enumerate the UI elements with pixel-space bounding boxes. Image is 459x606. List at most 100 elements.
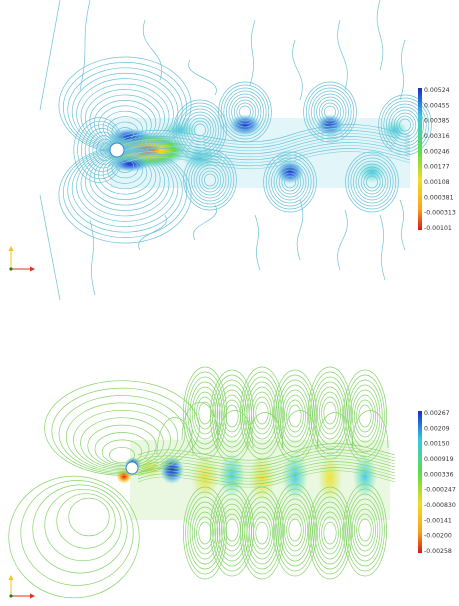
contour-ring: [353, 160, 391, 204]
contour-ring: [303, 81, 357, 143]
axes-triad-top: [8, 246, 35, 272]
contour-ring: [44, 380, 200, 476]
contour-ring: [363, 172, 381, 192]
contour-ring: [358, 166, 386, 198]
contour-ring: [305, 84, 355, 140]
contour-line: [249, 19, 256, 86]
contour-ring: [319, 511, 341, 555]
contour-line: [316, 412, 354, 451]
contour-ring: [87, 424, 157, 468]
contour-ring: [218, 389, 246, 443]
contour-ring: [225, 404, 239, 428]
contour-ring: [226, 90, 264, 134]
contour-ring: [32, 484, 128, 574]
contour-line: [296, 199, 304, 261]
contour-ring: [288, 404, 302, 428]
contour-ring: [356, 399, 374, 433]
contour-ring: [20, 480, 134, 586]
contour-ring: [51, 387, 193, 475]
contour-ring: [316, 386, 344, 440]
contour-ring: [186, 114, 214, 146]
colorbar-tick-label: 0.00267: [424, 410, 450, 417]
contour-line: [376, 0, 384, 71]
contour-ring: [188, 155, 232, 205]
contour-ring: [198, 167, 222, 193]
contour-ring: [312, 376, 348, 450]
contour-line: [379, 214, 386, 281]
contour-ring: [273, 483, 317, 577]
contour-ring: [194, 511, 216, 555]
contour-ring: [360, 169, 384, 195]
contour-line: [137, 458, 396, 476]
colorbar-bottom: 0.00267 0.00209 0.00150 0.000919 0.000336 -0.…: [418, 410, 456, 555]
contour-ring: [67, 148, 183, 233]
contour-ring: [316, 96, 344, 128]
contour-line: [156, 417, 194, 456]
contour-ring: [187, 376, 223, 450]
contour-ring: [323, 521, 337, 545]
contour-line: [39, 194, 61, 300]
colorbar-tick-label: 0.00209: [424, 425, 450, 432]
contour-line: [122, 133, 411, 152]
contour-ring: [201, 170, 219, 190]
contour-ring: [240, 366, 284, 460]
contour-ring: [8, 475, 140, 599]
colorbar-top: 0.00524 0.00455 0.00385 0.00316 0.00246 0.001…: [418, 87, 456, 232]
contour-line: [292, 39, 303, 101]
colorbar-tick-label: 0.00108: [424, 179, 450, 186]
contour-line: [122, 124, 411, 143]
contour-ring: [263, 151, 317, 213]
contour-line: [137, 455, 396, 473]
contour-line: [137, 446, 396, 464]
contour-line: [137, 449, 396, 467]
colorbar-tick-label: 0.00177: [424, 164, 450, 171]
contour-ring: [187, 496, 223, 570]
contour-ring: [281, 172, 299, 192]
contour-ring: [386, 103, 424, 147]
contour-ring: [188, 117, 212, 143]
contour-ring: [350, 157, 394, 207]
contour-ring: [349, 498, 381, 562]
contour-ring: [324, 105, 336, 119]
contour-line: [122, 151, 411, 170]
contour-ring: [244, 496, 280, 570]
contour-ring: [178, 105, 222, 155]
contour-ring: [281, 503, 309, 557]
colorbar-bottom-scale: [418, 411, 422, 553]
axis-x-head: [30, 266, 35, 272]
contour-ring: [242, 491, 282, 575]
contour-ring: [286, 513, 304, 547]
contour-line: [216, 410, 254, 449]
contour-ring: [244, 376, 280, 450]
contour-line: [137, 452, 396, 470]
contour-ring: [286, 399, 304, 433]
contour-ring: [251, 391, 273, 435]
contour-ring: [345, 374, 385, 458]
contour-ring: [319, 391, 341, 435]
contour-ring: [183, 149, 237, 211]
contour-ring: [109, 446, 135, 464]
contour-ring: [173, 99, 227, 161]
contour-ring: [194, 123, 206, 137]
contour-ring: [225, 518, 239, 542]
contour-line: [137, 443, 396, 461]
axis-origin: [9, 594, 13, 598]
colorbar-tick-label: 0.00524: [424, 87, 450, 94]
contour-ring: [193, 161, 227, 199]
contour-ring: [354, 394, 376, 438]
contour-plot-bottom: 0.00267 0.00209 0.00150 0.000919 0.000336 -0.…: [8, 366, 456, 599]
contour-ring: [73, 409, 171, 471]
contour-line: [39, 0, 61, 111]
contour-ring: [271, 160, 309, 204]
contour-line: [122, 127, 411, 146]
contour-ring: [314, 501, 346, 565]
contour-ring: [380, 97, 430, 153]
contour-ring: [246, 381, 278, 445]
contour-ring: [189, 381, 221, 445]
colorbar-tick-label: -0.000247: [424, 487, 456, 494]
contour-ring: [273, 163, 307, 201]
contour-ring: [358, 404, 372, 428]
contour-plot-top: 0.00524 0.00455 0.00385 0.00316 0.00246 0.001…: [8, 0, 456, 300]
contour-ring: [393, 112, 417, 138]
colorbar-tick-label: 0.00246: [424, 148, 450, 155]
